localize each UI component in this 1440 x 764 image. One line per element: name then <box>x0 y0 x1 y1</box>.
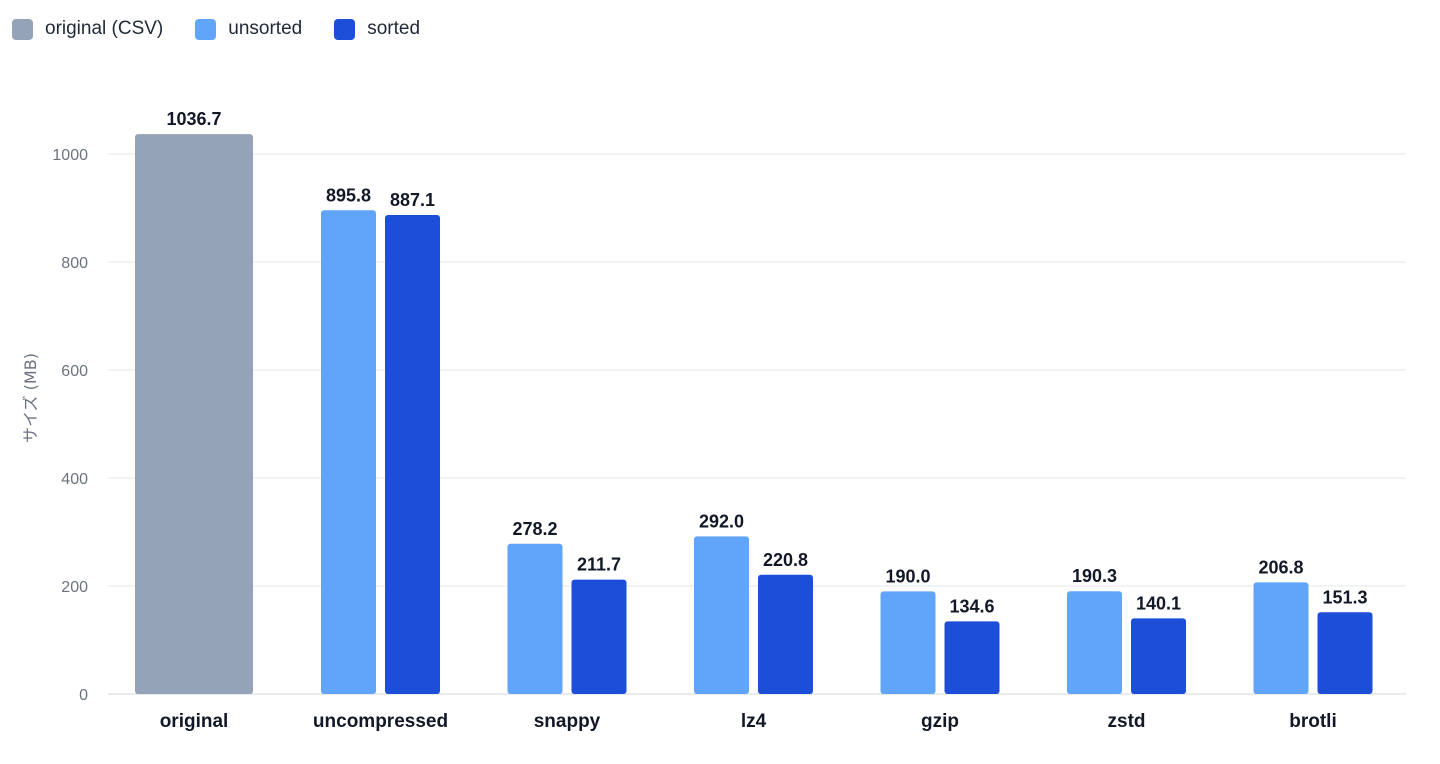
legend: original (CSV) unsorted sorted <box>12 18 420 40</box>
bars <box>135 134 1373 694</box>
bar-gzip-sorted[interactable] <box>944 621 1000 694</box>
bar-zstd-unsorted[interactable] <box>1067 591 1122 694</box>
data-label: 278.2 <box>512 519 557 539</box>
bar-brotli-sorted[interactable] <box>1317 612 1373 694</box>
legend-item-sorted[interactable]: sorted <box>334 18 420 40</box>
bar-gzip-unsorted[interactable] <box>880 591 936 694</box>
legend-item-original[interactable]: original (CSV) <box>12 18 163 40</box>
y-tick-label: 1000 <box>52 147 88 164</box>
grid-lines <box>108 153 1406 695</box>
data-label: 206.8 <box>1258 557 1303 577</box>
data-label: 895.8 <box>326 185 371 205</box>
legend-swatch-unsorted <box>195 18 217 40</box>
bar-snappy-sorted[interactable] <box>571 579 627 694</box>
data-label: 292.0 <box>699 511 744 531</box>
data-label: 134.6 <box>949 596 994 616</box>
x-tick-label-uncompressed: uncompressed <box>313 711 448 732</box>
x-tick-label-snappy: snappy <box>534 711 601 732</box>
bar-uncompressed-sorted[interactable] <box>385 214 440 694</box>
legend-item-unsorted[interactable]: unsorted <box>195 18 302 40</box>
data-label: 1036.7 <box>166 109 221 129</box>
x-axis-labels: original uncompressed snappy lz4 gzip zstd bro… <box>160 711 1337 732</box>
y-axis-title: サイズ (MB) <box>21 353 40 443</box>
x-tick-label-lz4: lz4 <box>741 711 767 732</box>
y-tick-label: 400 <box>61 471 88 488</box>
bar-snappy-unsorted[interactable] <box>507 543 563 694</box>
data-label: 211.7 <box>577 555 621 575</box>
y-tick-label: 0 <box>79 687 88 704</box>
data-labels: 1036.7 895.8 887.1 278.2 211.7 292.0 220.8 190.… <box>166 109 1367 616</box>
y-tick-label: 600 <box>61 363 88 380</box>
data-label: 190.0 <box>885 566 930 586</box>
x-tick-label-zstd: zstd <box>1108 711 1146 732</box>
legend-label-sorted: sorted <box>367 18 421 39</box>
bar-zstd-sorted[interactable] <box>1131 618 1186 694</box>
bar-brotli-unsorted[interactable] <box>1253 582 1309 694</box>
x-tick-label-brotli: brotli <box>1289 711 1337 732</box>
bar-lz4-sorted[interactable] <box>758 574 813 694</box>
x-tick-label-gzip: gzip <box>921 711 959 732</box>
legend-label-original: original (CSV) <box>45 18 164 39</box>
y-tick-label: 200 <box>61 579 88 596</box>
y-tick-label: 800 <box>61 255 88 272</box>
data-label: 151.3 <box>1322 587 1367 607</box>
data-label: 220.8 <box>763 550 808 570</box>
data-label: 887.1 <box>390 190 435 210</box>
legend-label-unsorted: unsorted <box>228 18 303 39</box>
legend-swatch-sorted <box>334 18 356 40</box>
legend-swatch-original <box>12 18 33 40</box>
y-axis-ticks: 0 200 400 600 800 1000 <box>52 147 88 704</box>
data-label: 140.1 <box>1136 593 1181 613</box>
bar-uncompressed-unsorted[interactable] <box>321 210 376 694</box>
x-tick-label-original: original <box>160 711 229 732</box>
bar-original-original-csv-[interactable] <box>135 134 253 694</box>
data-label: 190.3 <box>1072 566 1117 586</box>
bar-lz4-unsorted[interactable] <box>694 536 749 694</box>
